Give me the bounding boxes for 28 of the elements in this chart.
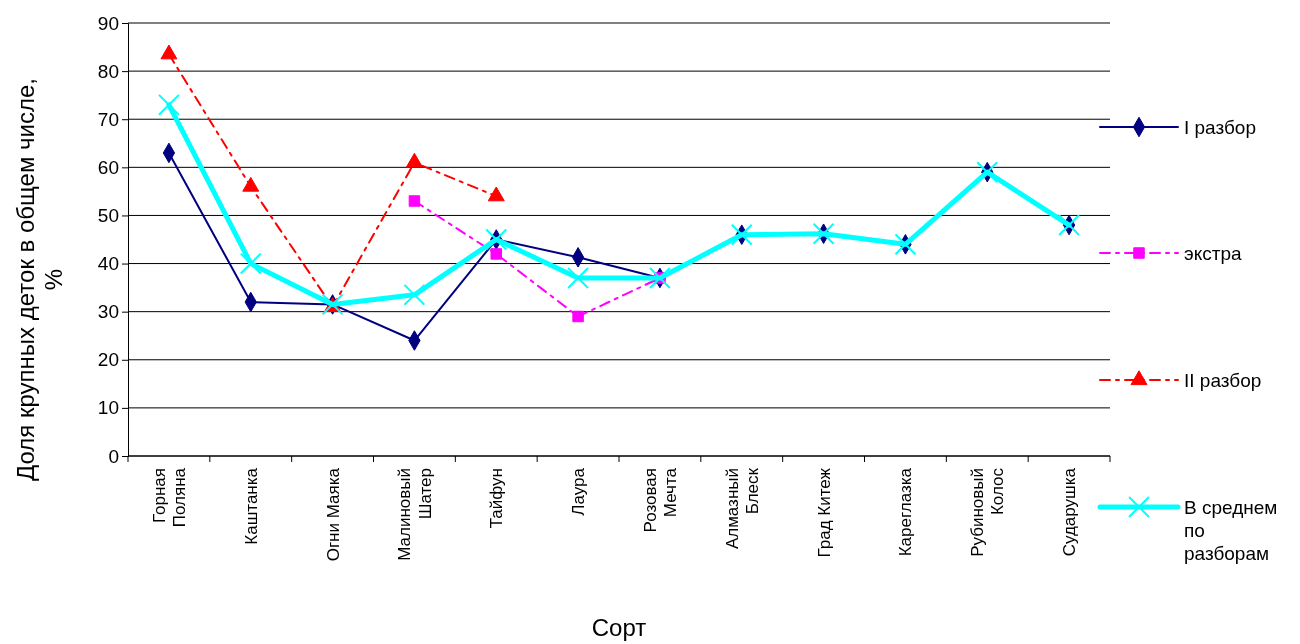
y-tick-label: 50 (97, 205, 119, 227)
x-tick-label: Кареглазка (896, 467, 916, 557)
x-tick-label: Малиновый Шатер (395, 468, 435, 561)
x-tick-label: Лаура (569, 467, 589, 516)
legend-label: экстра (1184, 243, 1242, 264)
legend-label: I разбор (1184, 117, 1256, 138)
x-tick-label: Град Китеж (814, 467, 834, 558)
y-tick-label: 90 (97, 12, 119, 34)
y-tick-label: 70 (97, 108, 119, 130)
x-tick-label: Алмазный Блеск (722, 467, 762, 550)
y-tick-label: 10 (97, 397, 119, 419)
legend-label: II разбор (1184, 370, 1262, 391)
y-tick-label: 0 (108, 445, 119, 467)
x-tick-label: Розовая Мечта (640, 467, 681, 533)
x-axis-title: Сорт (591, 614, 647, 641)
legend-label: В среднем по разборам (1184, 497, 1278, 564)
x-tick-label: Тайфун (487, 468, 507, 529)
x-tick-label: Горная Поляна (149, 467, 190, 528)
x-tick-label: Огни Маяка (323, 467, 343, 562)
y-tick-label: 80 (97, 60, 119, 82)
x-tick-label: Каштанка (241, 467, 261, 545)
x-tick-label: Рубиновый Колос (968, 467, 1008, 557)
y-tick-label: 20 (97, 349, 119, 371)
y-tick-label: 60 (97, 156, 119, 178)
y-tick-label: 30 (97, 301, 119, 323)
y-axis-title: Доля крупных деток в общем числе, % (12, 78, 67, 481)
y-tick-label: 40 (97, 253, 119, 275)
x-tick-label: Сударушка (1060, 467, 1080, 557)
